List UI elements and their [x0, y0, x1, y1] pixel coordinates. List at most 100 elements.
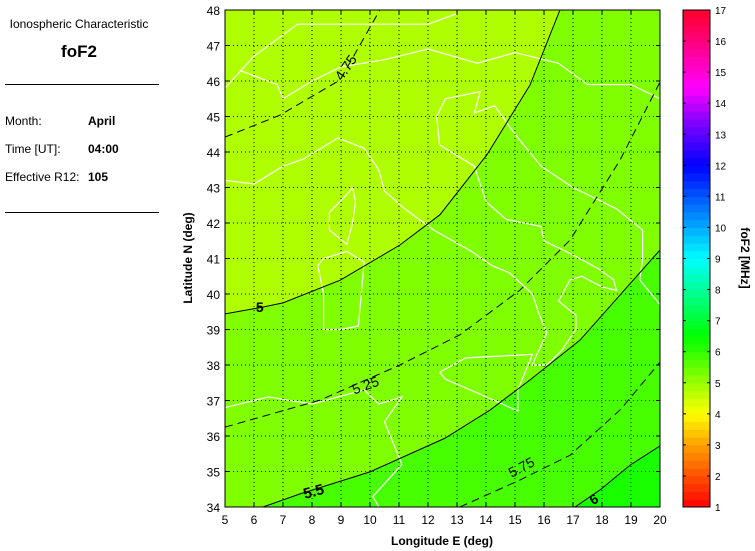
colorbar-swatch [683, 382, 710, 392]
colorbar-swatch [683, 64, 710, 73]
colorbar-swatch [683, 343, 710, 353]
x-tick-label: 17 [566, 513, 580, 527]
contour-line-6 [574, 445, 660, 507]
colorbar-swatch [683, 413, 710, 423]
colorbar-swatch [683, 33, 710, 42]
colorbar-swatch [683, 258, 710, 267]
colorbar-swatch [683, 320, 710, 329]
y-tick-label: 48 [207, 4, 221, 18]
x-tick-label: 11 [393, 513, 406, 527]
colorbar-swatch [683, 211, 710, 221]
colorbar-swatch [683, 157, 710, 166]
colorbar-swatch [683, 491, 710, 500]
x-tick-label: 16 [537, 513, 551, 527]
colorbar-swatch [683, 312, 710, 322]
colorbar-swatch [683, 10, 710, 19]
colorbar-swatch [683, 204, 710, 213]
colorbar-swatch [683, 297, 710, 306]
r12-label: Effective R12: [5, 170, 80, 184]
y-tick-label: 38 [207, 359, 221, 373]
colorbar-swatch [683, 421, 710, 430]
y-tick-label: 44 [207, 146, 221, 160]
colorbar-tick-label: 16 [715, 37, 727, 48]
colorbar-tick-label: 1 [715, 503, 721, 514]
colorbar-tick-label: 6 [715, 348, 721, 359]
contour-line-4.75 [225, 10, 381, 138]
colorbar-swatch [683, 452, 710, 461]
r12-value: 105 [88, 170, 109, 184]
x-tick-label: 12 [421, 513, 435, 527]
colorbar-swatch [683, 499, 710, 508]
colorbar-tick-label: 2 [715, 472, 721, 483]
colorbar-swatch [683, 188, 710, 197]
y-tick-label: 47 [207, 40, 221, 54]
contour-line-5.25 [225, 81, 660, 428]
y-tick-label: 40 [207, 288, 221, 302]
colorbar-swatch [683, 235, 710, 244]
colorbar-swatch [683, 173, 710, 182]
y-tick-label: 37 [207, 395, 221, 409]
colorbar-swatch [683, 367, 710, 376]
contour-line-5.75 [459, 361, 660, 507]
y-tick-label: 41 [207, 253, 221, 267]
month-label: Month: [5, 114, 42, 128]
band-lt-5 [225, 10, 560, 314]
colorbar-swatch [683, 134, 710, 143]
x-tick-label: 14 [479, 513, 493, 527]
coastline [225, 389, 404, 507]
x-tick-label: 10 [363, 513, 377, 527]
y-tick-label: 36 [207, 430, 221, 444]
colorbar-swatch [683, 429, 710, 438]
x-tick-label: 7 [280, 513, 287, 527]
colorbar-swatch [683, 359, 710, 368]
y-tick-label: 39 [207, 324, 221, 338]
colorbar-swatch [683, 328, 710, 337]
colorbar-swatch [683, 165, 710, 174]
colorbar-swatch [683, 460, 710, 469]
y-tick-label: 34 [207, 501, 221, 515]
coastline [225, 90, 660, 366]
x-tick-label: 19 [624, 513, 638, 527]
x-tick-label: 6 [251, 513, 258, 527]
colorbar-tick-label: 14 [715, 99, 727, 110]
panel-heading: Ionospheric Characteristic [9, 17, 149, 31]
colorbar-swatch [683, 336, 710, 345]
divider [5, 212, 159, 213]
colorbar-swatch [683, 219, 710, 228]
colorbar-tick-label: 5 [715, 379, 721, 390]
coastline [225, 12, 458, 89]
colorbar-swatch [683, 87, 710, 96]
coastline [328, 187, 357, 246]
colorbar-tick-label: 4 [715, 410, 721, 421]
contour-line-5.5 [262, 249, 660, 507]
colorbar-tick-label: 15 [715, 68, 727, 79]
parameter-name: foF2 [61, 42, 97, 61]
colorbar-swatch [683, 483, 710, 492]
month-value: April [88, 114, 116, 128]
x-tick-label: 8 [309, 513, 316, 527]
colorbar-tick-label: 7 [715, 317, 721, 328]
colorbar-swatch [683, 437, 710, 446]
colorbar-swatch [683, 406, 710, 415]
colorbar-tick-label: 10 [715, 223, 727, 234]
colorbar-tick-label: 12 [715, 161, 727, 172]
colorbar-swatch [683, 48, 710, 58]
colorbar-swatch [683, 468, 710, 477]
contour-line-5 [225, 10, 561, 315]
colorbar-tick-label: 13 [715, 130, 727, 141]
time-value: 04:00 [88, 142, 119, 156]
colorbar-swatch [683, 118, 710, 127]
colorbar-tick-label: 17 [715, 6, 727, 17]
y-tick-label: 46 [207, 75, 221, 89]
colorbar-tick-label: 9 [715, 255, 721, 266]
colorbar-swatch [683, 374, 710, 384]
x-tick-label: 13 [450, 513, 464, 527]
x-tick-label: 20 [653, 513, 667, 527]
colorbar-swatch [683, 305, 710, 314]
colorbar-tick-label: 11 [715, 192, 726, 203]
contour-label: 5.5 [301, 481, 326, 503]
time-label: Time [UT]: [5, 142, 61, 156]
colorbar-swatch [683, 227, 710, 236]
x-tick-label: 5 [222, 513, 229, 527]
x-tick-label: 9 [338, 513, 345, 527]
